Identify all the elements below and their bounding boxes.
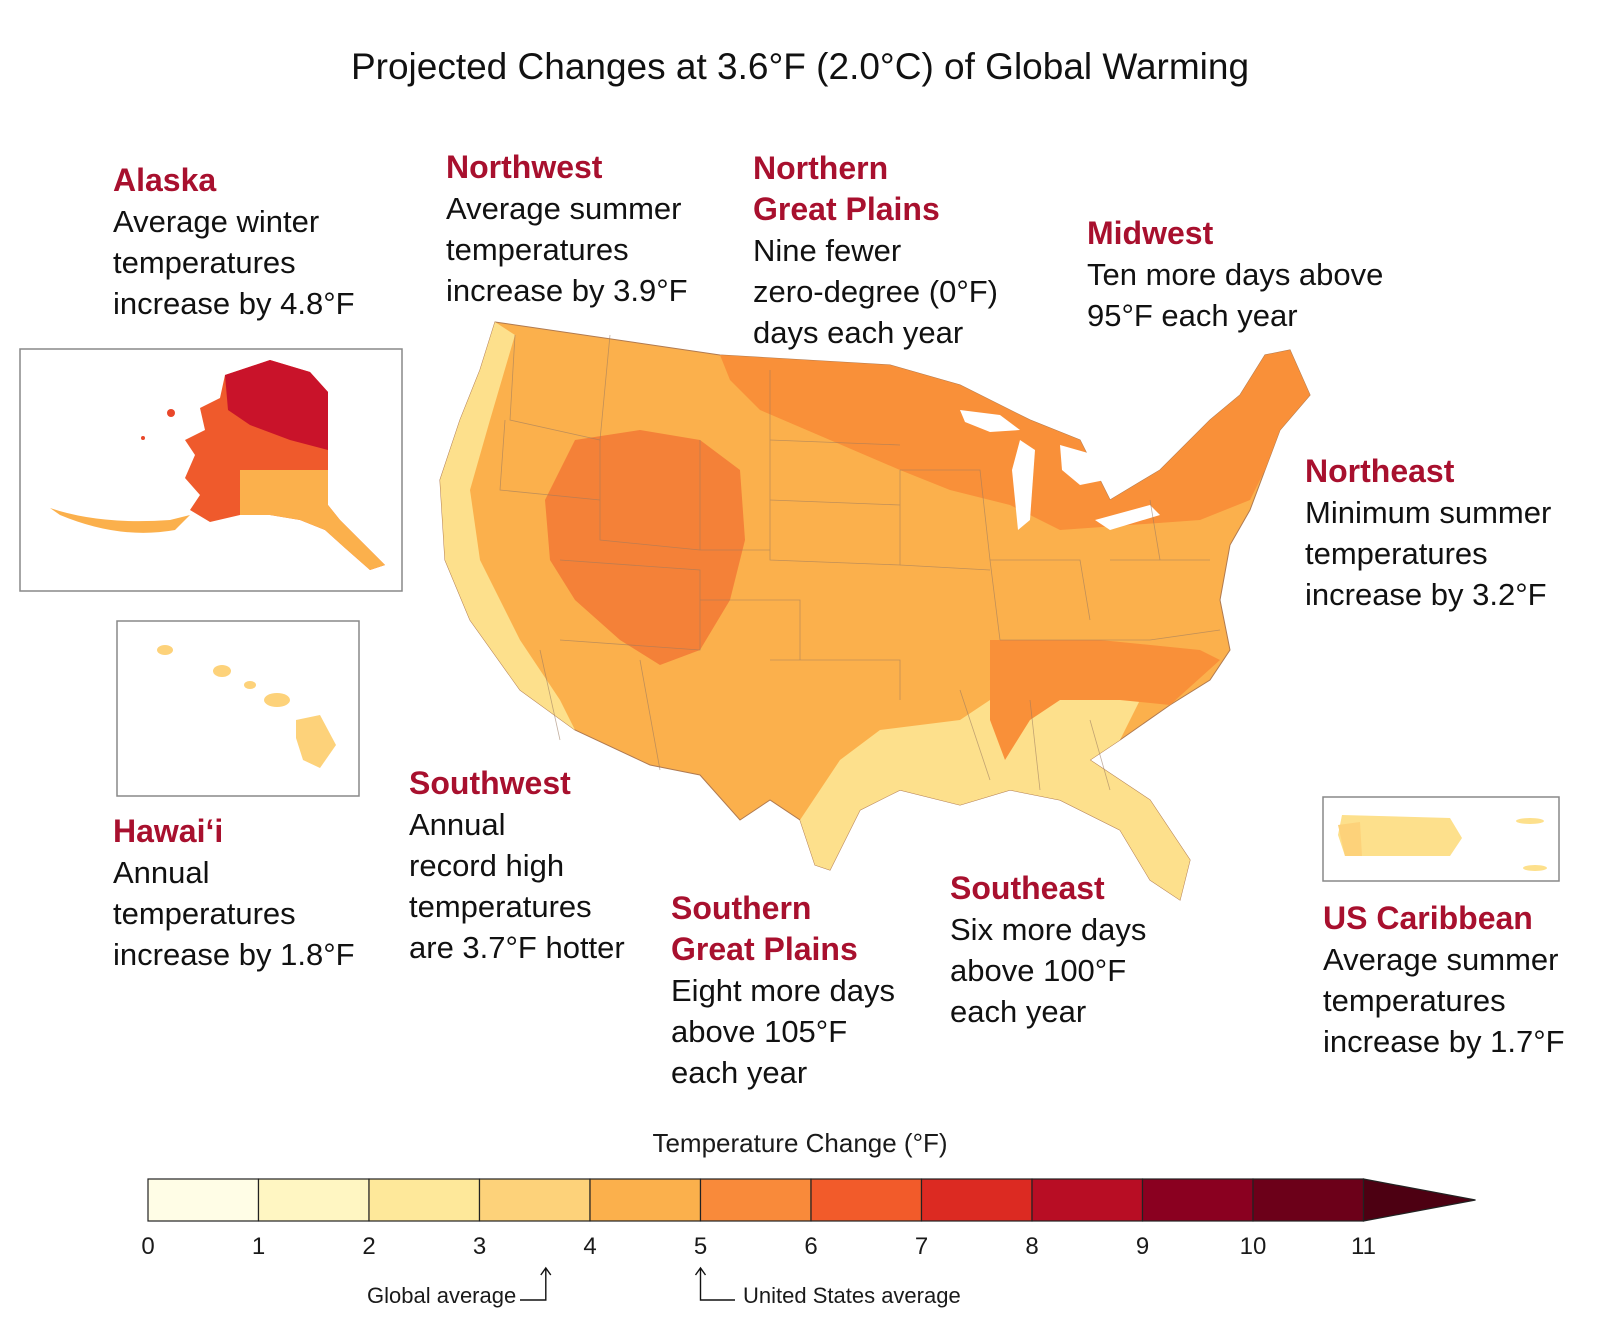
region-southeast: Southeast Six more days above 100°F each… [950, 868, 1146, 1032]
region-us-caribbean: US Caribbean Average summer temperatures… [1323, 898, 1565, 1062]
average-markers [520, 1266, 735, 1301]
colorbar-tick-label: 5 [693, 1233, 708, 1260]
region-name: Southwest [409, 765, 571, 801]
region-alaska: Alaska Average winter temperatures incre… [113, 160, 355, 324]
colorbar-tick-label: 2 [362, 1233, 376, 1260]
region-description: Average summer temperatures increase by … [1323, 942, 1565, 1059]
region-midwest: Midwest Ten more days above 95°F each ye… [1087, 213, 1383, 336]
colorbar-segment [257, 1178, 370, 1222]
colorbar-segment [920, 1178, 1033, 1222]
colorbar-tick-label: 9 [1135, 1233, 1150, 1260]
page-title: Projected Changes at 3.6°F (2.0°C) of Gl… [350, 46, 1250, 87]
region-description: Average winter temperatures increase by … [113, 204, 355, 321]
region-description: Annual temperatures increase by 1.8°F [113, 855, 355, 972]
global-average-arrow [520, 1266, 552, 1301]
colorbar-segment [368, 1178, 481, 1222]
region-northern-great-plains: Northern Great Plains Nine fewer zero-de… [753, 148, 998, 353]
global-average-label: Global average [367, 1283, 517, 1308]
colorbar-tick-label: 4 [583, 1233, 597, 1260]
alaska-inset [19, 348, 403, 592]
temperature-colorbar [147, 1178, 1476, 1222]
colorbar-tick-label: 10 [1239, 1233, 1267, 1260]
region-name: Northwest [446, 149, 603, 185]
region-name: Alaska [113, 162, 217, 198]
region-description: Minimum summer temperatures increase by … [1305, 495, 1552, 612]
colorbar-tick-label: 8 [1025, 1233, 1039, 1260]
region-name: Midwest [1087, 215, 1214, 251]
colorbar-tick-label: 1 [251, 1233, 266, 1260]
colorbar-tick-label: 3 [472, 1233, 487, 1260]
region-northwest: Northwest Average summer temperatures in… [446, 147, 688, 311]
region-name: Southeast [950, 870, 1105, 906]
colorbar-segment [810, 1178, 923, 1222]
us-average-label: United States average [743, 1283, 961, 1308]
region-northeast: Northeast Minimum summer temperatures in… [1305, 451, 1551, 615]
region-name: Southern Great Plains [671, 890, 858, 967]
region-description: Six more days above 100°F each year [950, 912, 1147, 1029]
colorbar-segment [699, 1178, 812, 1222]
colorbar-tick-label: 6 [804, 1233, 818, 1260]
region-description: Average summer temperatures increase by … [446, 191, 688, 308]
region-name: Northeast [1305, 453, 1455, 489]
colorbar-segment [1252, 1178, 1365, 1222]
contiguous-us-map [439, 321, 1311, 901]
colorbar-segment [1141, 1178, 1254, 1222]
region-description: Nine fewer zero-degree (0°F) days each y… [753, 233, 998, 350]
region-name: Hawai‘i [113, 813, 224, 849]
us-average-arrow [694, 1266, 735, 1301]
region-southern-great-plains: Southern Great Plains Eight more days ab… [671, 888, 895, 1093]
caribbean-inset [1322, 796, 1560, 882]
colorbar-segment [589, 1178, 702, 1222]
colorbar-tick-label: 11 [1351, 1233, 1376, 1260]
colorbar-arrow [1362, 1178, 1476, 1222]
region-description: Ten more days above 95°F each year [1087, 257, 1384, 333]
colorbar-segment [1031, 1178, 1144, 1222]
legend-title: Temperature Change (°F) [652, 1128, 948, 1158]
colorbar-segment [478, 1178, 591, 1222]
colorbar-tick-label: 7 [914, 1233, 929, 1260]
region-name: Northern Great Plains [753, 150, 940, 227]
region-hawaii: Hawai‘i Annual temperatures increase by … [113, 811, 355, 975]
region-name: US Caribbean [1323, 900, 1533, 936]
region-description: Annual record high temperatures are 3.7°… [409, 807, 625, 965]
colorbar-tick-label: 0 [141, 1233, 155, 1260]
region-southwest: Southwest Annual record high temperature… [409, 763, 625, 968]
hawaii-inset [116, 620, 360, 797]
region-description: Eight more days above 105°F each year [671, 973, 895, 1090]
colorbar-segment [147, 1178, 260, 1222]
